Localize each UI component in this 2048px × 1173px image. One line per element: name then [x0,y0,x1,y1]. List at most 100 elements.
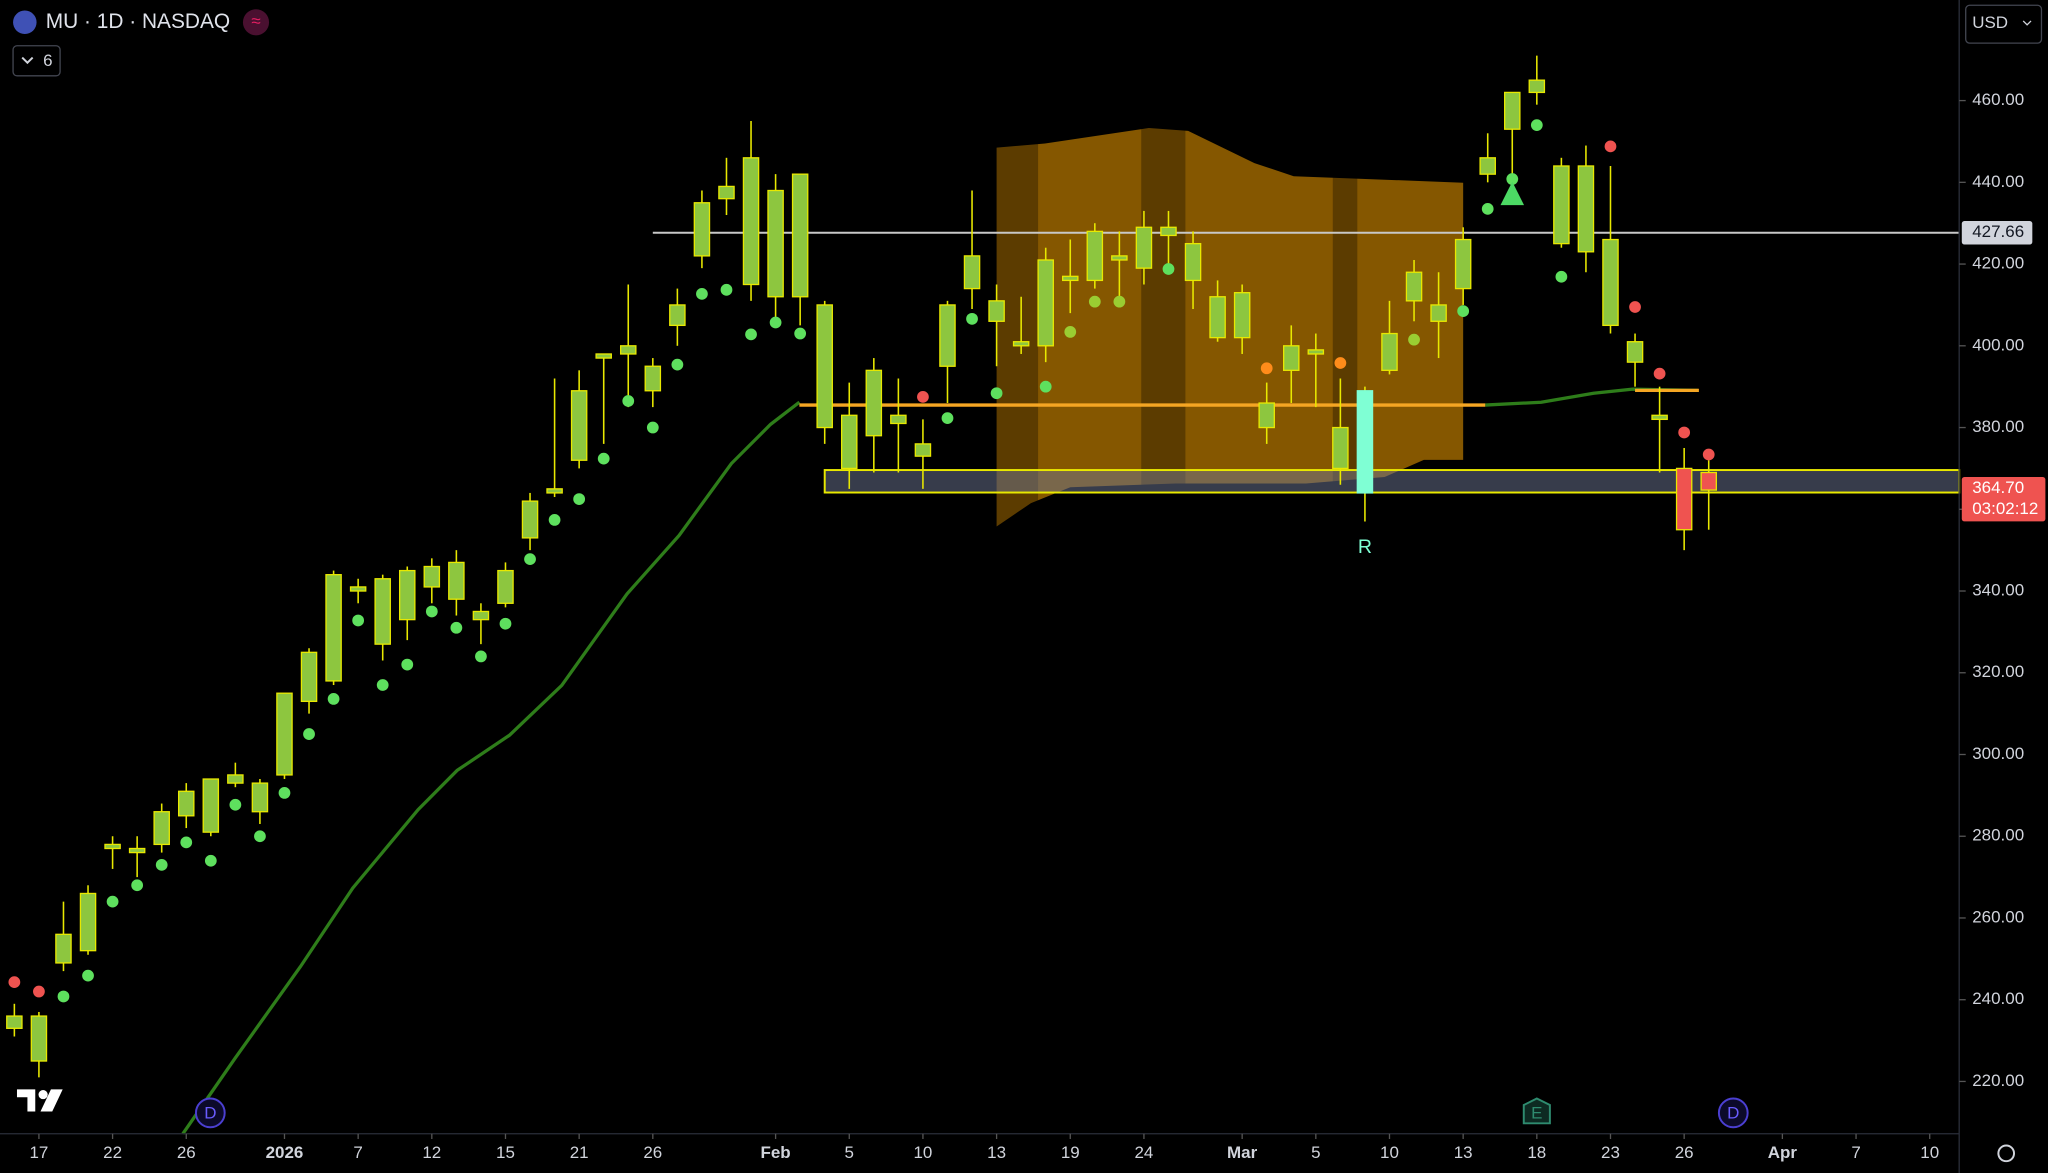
signal-dot [278,787,291,799]
candle-body [1258,402,1275,429]
candle-body [570,390,588,461]
candle-body [472,610,490,621]
candle-body [1111,255,1128,261]
signal-dot [696,288,708,300]
candle-body [153,811,170,846]
candle-body [251,782,269,813]
y-tick-label: 280.00 [1972,826,2024,845]
candle-body [276,692,293,776]
event-label: D [1727,1104,1739,1123]
candle-body [1381,332,1398,371]
dividend-marker[interactable] [1717,1097,1749,1129]
candle-body [963,255,981,290]
signal-dot [1506,173,1519,185]
event-label: D [204,1104,216,1123]
currency-label: USD [1972,13,2008,32]
candle-body [1651,414,1668,421]
x-tick-label: 26 [643,1143,662,1162]
dividend-marker[interactable] [194,1097,226,1129]
signal-dot [1408,333,1420,346]
candle-body [1479,157,1496,175]
signal-dot [425,605,438,618]
candle-body [55,933,72,964]
signal-dot [1678,426,1691,439]
candle-body [521,500,539,539]
candle-body [6,1015,23,1029]
candle-body [227,774,244,784]
signal-dot [204,854,217,867]
candle-body [1675,467,1693,531]
signal-dot [1260,362,1273,375]
signal-dot [401,658,414,671]
candle-body [448,561,465,600]
y-tick-label: 300.00 [1972,744,2024,763]
signal-dot [671,358,684,371]
y-tick-label: 400.00 [1972,335,2024,354]
x-tick-label: 7 [353,1143,362,1162]
x-tick-label: Mar [1227,1143,1258,1162]
signal-dot [1039,380,1052,393]
candle-body [1405,271,1423,302]
candle-body [914,443,932,457]
candle-body [128,847,146,854]
indicator-icon[interactable] [242,9,270,36]
signal-dot [1702,448,1715,461]
x-tick-label: 5 [845,1143,854,1162]
y-tick-label: 220.00 [1972,1071,2024,1090]
price-line-tag [1961,221,2033,245]
signal-dot [155,858,168,871]
y-tick-label: 460.00 [1972,90,2024,109]
current-price-tag [1961,477,2046,522]
candle-body [890,414,907,425]
signal-dot [376,679,389,691]
signal-dot [1162,263,1175,275]
x-tick-label: 12 [422,1143,441,1162]
candle-body [1037,259,1054,347]
signal-dot [524,553,536,566]
candle-body [939,304,956,367]
indicator-icon-glyph: ≈ [251,12,260,31]
candle-body [79,892,97,952]
signal-dot [352,614,365,627]
candle-body [1577,165,1595,253]
y-tick-label: 320.00 [1972,662,2024,681]
signal-dot [990,387,1003,400]
candle-body [398,569,416,621]
signal-dot [1457,305,1470,317]
candle-body [30,1015,48,1062]
signal-dot [622,395,635,407]
indicator-toggle[interactable] [12,45,61,77]
symbol-icon[interactable] [13,10,37,35]
earnings-marker[interactable] [1522,1097,1551,1125]
candle-body [1086,230,1104,282]
reversal-label: R [1358,536,1372,558]
candle-body [1283,345,1300,371]
support-zone [823,469,1961,494]
candle-body [988,300,1005,322]
candle-body [840,414,858,470]
candle-body [1061,275,1079,282]
candle-body [718,185,735,200]
buy-signal [1500,181,1525,206]
signal-dot [229,798,242,811]
candle-body [1528,79,1546,94]
x-tick-label: 17 [29,1143,48,1162]
x-tick-label: 26 [1675,1143,1694,1162]
signal-dot [941,412,954,425]
x-tick-label: 21 [570,1143,589,1162]
signal-dot [131,879,144,892]
signal-dot [1334,357,1347,369]
x-tick-label: 24 [1134,1143,1153,1162]
x-tick-label: 13 [1454,1143,1473,1162]
y-tick-label: 380.00 [1972,417,2024,436]
candle-body [865,369,883,437]
signal-dot [720,283,733,296]
signal-dot [254,830,266,843]
settings-button[interactable] [1997,1144,2016,1163]
signal-dot [794,327,807,340]
currency-select[interactable] [1965,4,2043,44]
candle-body [619,345,637,355]
profile-band [1141,121,1186,530]
candle-body [1553,165,1570,245]
